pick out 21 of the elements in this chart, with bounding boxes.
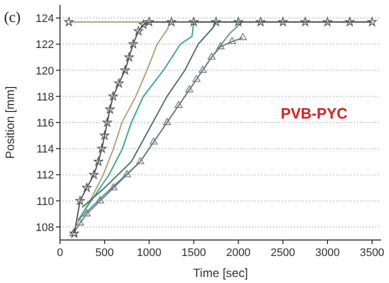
y-tick-label: 116 [36,118,54,130]
x-axis-title: Time [sec] [193,266,248,280]
y-axis-title: Position [mm] [3,86,17,159]
y-tick-label: 110 [36,196,54,208]
x-tick-label: 2500 [270,247,296,259]
x-tick-label: 2000 [226,247,251,259]
y-tick-label: 118 [36,91,54,104]
y-tick-label: 120 [36,65,54,78]
x-tick-label: 3000 [315,247,340,259]
x-tick-label: 500 [95,247,114,259]
text: (c) [4,10,21,26]
y-tick-label: 124 [36,13,54,26]
y-tick-label: 122 [36,39,54,52]
x-tick-label: 1500 [182,247,206,259]
y-tick-label: 112 [36,170,54,182]
x-tick-label: 1000 [136,247,162,259]
x-tick-label: 3500 [360,247,384,259]
y-tick-label: 114 [36,144,54,156]
x-tick-label: 0 [56,247,64,259]
annotation: PVB-PYC [280,106,348,123]
y-tick-label: 108 [36,222,54,234]
